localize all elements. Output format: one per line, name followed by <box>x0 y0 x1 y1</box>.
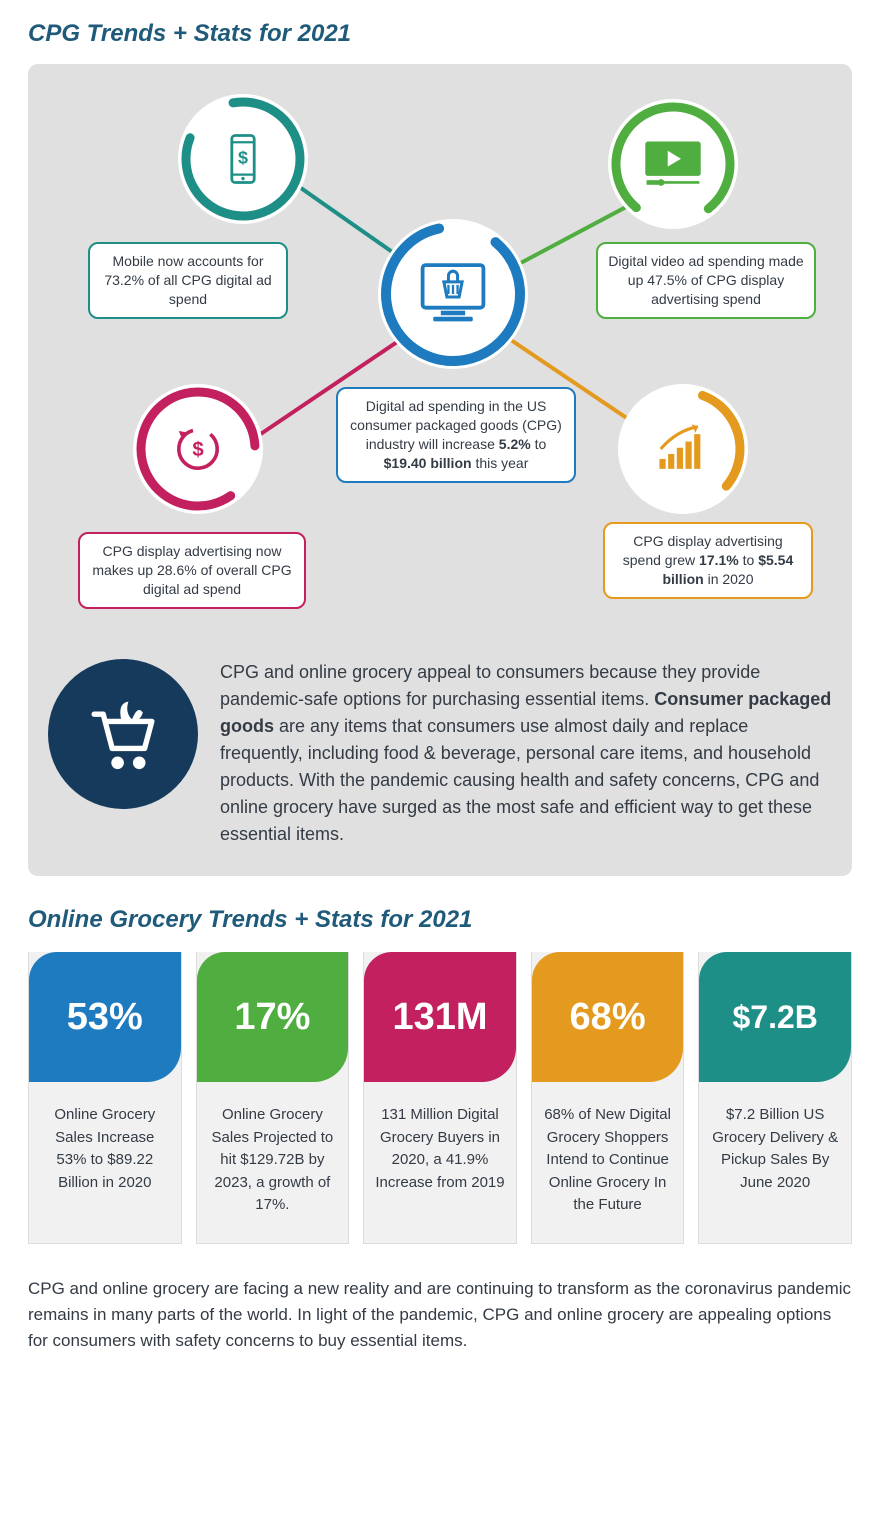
mobile-node: $ <box>178 94 308 224</box>
cart-badge <box>48 659 198 809</box>
stat-card: 131M131 Million Digital Grocery Buyers i… <box>363 952 517 1244</box>
description-row: CPG and online grocery appeal to consume… <box>48 659 832 848</box>
stat-card: 68%68% of New Digital Grocery Shoppers I… <box>531 952 685 1244</box>
growth-node <box>618 384 748 514</box>
stat-card: 53%Online Grocery Sales Increase 53% to … <box>28 952 182 1244</box>
stat-value: 53% <box>29 952 181 1082</box>
stat-text: Online Grocery Sales Increase 53% to $89… <box>29 1082 181 1220</box>
cpg-section-title: CPG Trends + Stats for 2021 <box>28 20 852 48</box>
stat-text: 131 Million Digital Grocery Buyers in 20… <box>364 1082 516 1220</box>
cpg-panel: $ <box>28 64 852 876</box>
stat-cards: 53%Online Grocery Sales Increase 53% to … <box>28 952 852 1244</box>
stat-value: 17% <box>197 952 349 1082</box>
video-play-icon <box>640 136 706 192</box>
grocery-cart-icon <box>78 689 168 779</box>
center-caption: Digital ad spending in the US consumer p… <box>336 387 576 483</box>
dollar-refresh-icon: $ <box>168 419 228 479</box>
svg-text:$: $ <box>238 147 248 167</box>
footer-paragraph: CPG and online grocery are facing a new … <box>28 1276 852 1355</box>
description-text: CPG and online grocery appeal to consume… <box>220 659 832 848</box>
grocery-section-title: Online Grocery Trends + Stats for 2021 <box>28 906 852 934</box>
stat-card: $7.2B$7.2 Billion US Grocery Delivery & … <box>698 952 852 1244</box>
growth-caption: CPG display advertising spend grew 17.1%… <box>603 522 813 599</box>
center-node <box>378 219 528 369</box>
video-node <box>608 99 738 229</box>
monitor-basket-icon <box>415 256 491 332</box>
stat-value: $7.2B <box>699 952 851 1082</box>
stat-text: $7.2 Billion US Grocery Delivery & Picku… <box>699 1082 851 1220</box>
mobile-dollar-icon: $ <box>215 131 271 187</box>
video-caption: Digital video ad spending made up 47.5% … <box>596 242 816 319</box>
mobile-caption: Mobile now accounts for 73.2% of all CPG… <box>88 242 288 319</box>
stat-value: 68% <box>532 952 684 1082</box>
cpg-diagram: $ <box>48 94 832 634</box>
stat-text: 68% of New Digital Grocery Shoppers Inte… <box>532 1082 684 1243</box>
svg-text:$: $ <box>192 439 204 461</box>
stat-text: Online Grocery Sales Projected to hit $1… <box>197 1082 349 1243</box>
display-node: $ <box>133 384 263 514</box>
display-caption: CPG display advertising now makes up 28.… <box>78 532 306 609</box>
stat-value: 131M <box>364 952 516 1082</box>
stat-card: 17%Online Grocery Sales Projected to hit… <box>196 952 350 1244</box>
growth-chart-icon <box>652 418 714 480</box>
